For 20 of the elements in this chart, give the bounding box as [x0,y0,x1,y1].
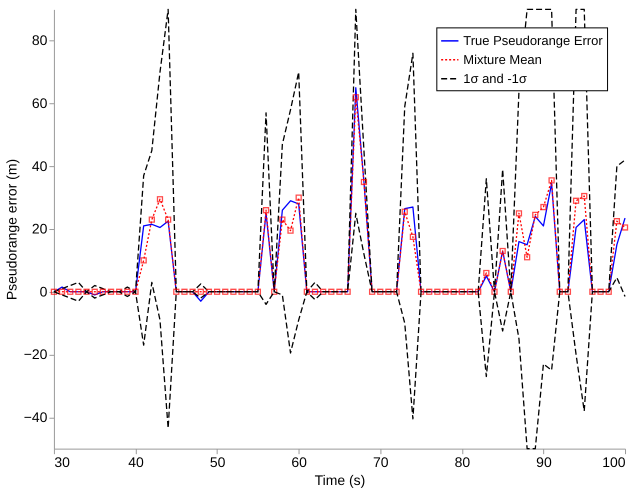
y-tick-label: 40 [32,158,48,174]
x-tick-label: 80 [454,454,470,470]
x-tick-label: 30 [54,454,70,470]
y-tick-label: −40 [24,408,48,425]
y-tick-label: 60 [32,95,48,111]
legend-label: True Pseudorange Error [463,32,604,48]
y-tick-label: −20 [24,346,48,362]
x-tick-label: 40 [128,454,144,470]
x-axis-title: Time (s) [314,472,366,488]
x-tick-label: 90 [536,454,552,470]
legend-label: 1σ and -1σ [463,70,527,86]
y-axis-title: Pseudorange error (m) [4,158,20,300]
x-tick-label: 100 [602,454,626,470]
y-tick-label: 20 [32,220,48,237]
x-tick-label: 70 [372,454,389,470]
x-tick-label: 60 [291,454,308,470]
legend-label: Mixture Mean [463,52,542,67]
y-tick-label: 80 [32,32,48,48]
x-tick-label: 50 [210,454,226,470]
y-tick-label: 0 [40,283,48,300]
